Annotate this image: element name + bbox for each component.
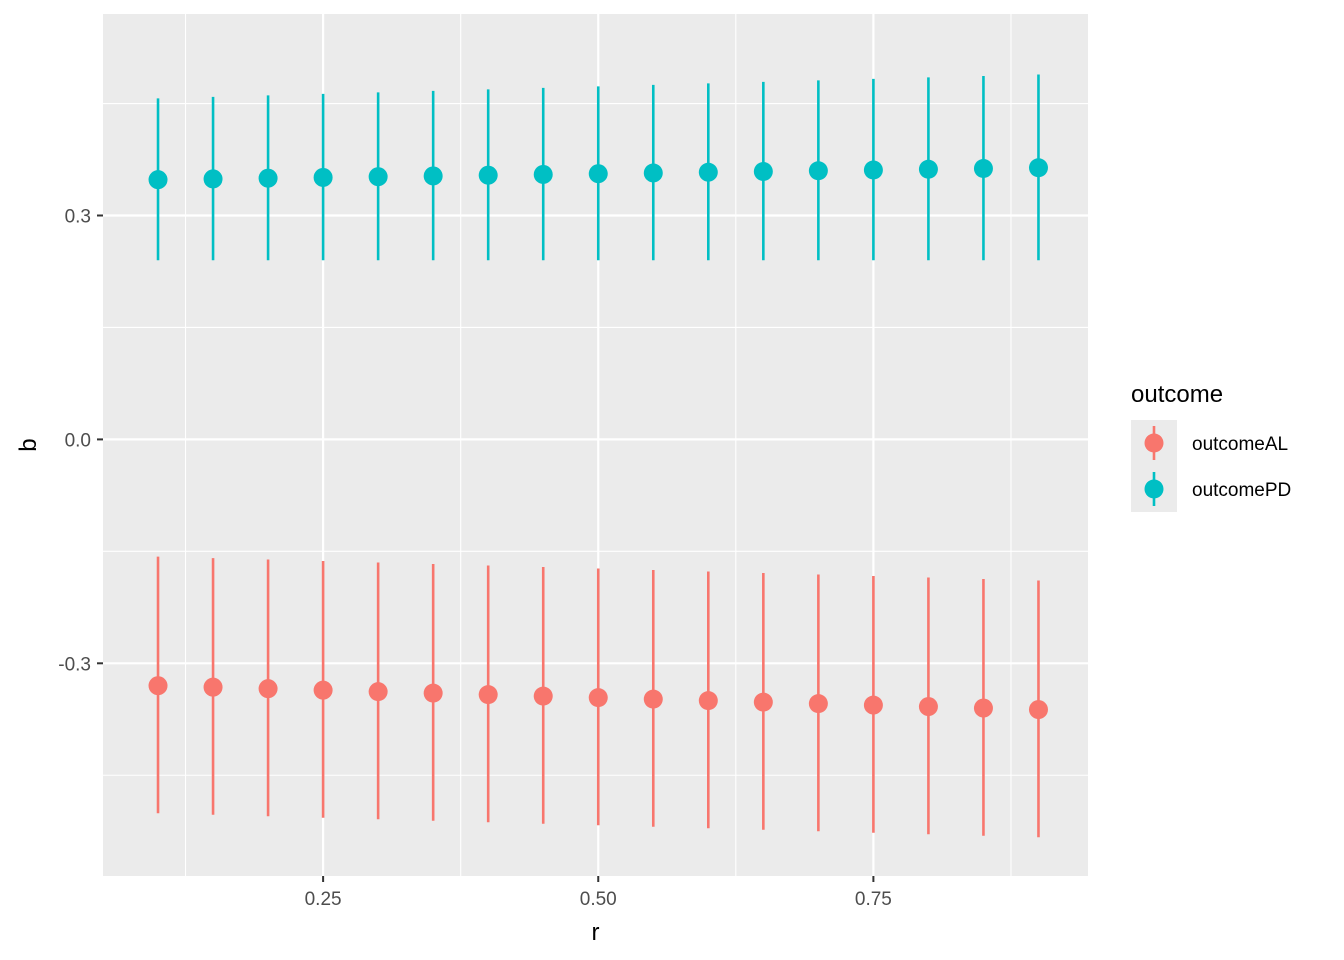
legend-label: outcomeAL bbox=[1192, 434, 1288, 455]
data-point bbox=[533, 686, 553, 706]
data-point bbox=[698, 691, 718, 711]
y-axis-title: b bbox=[15, 438, 42, 451]
legend-key-point bbox=[1144, 433, 1164, 453]
series-outcomePD bbox=[148, 74, 1048, 261]
legend: outcome outcomeAL outcomePD bbox=[1131, 381, 1291, 512]
data-point bbox=[973, 158, 993, 178]
data-point bbox=[203, 169, 223, 189]
data-point bbox=[423, 166, 443, 186]
data-point bbox=[918, 697, 938, 717]
data-marks bbox=[148, 74, 1048, 838]
data-point bbox=[258, 679, 278, 699]
data-point bbox=[863, 695, 883, 715]
y-tick-label: 0.0 bbox=[65, 430, 91, 451]
x-axis-title: r bbox=[592, 919, 600, 946]
data-point bbox=[863, 160, 883, 180]
data-point bbox=[148, 170, 168, 190]
data-point bbox=[423, 683, 443, 703]
data-point bbox=[313, 680, 333, 700]
data-point bbox=[368, 167, 388, 187]
legend-title: outcome bbox=[1131, 381, 1223, 408]
legend-label: outcomePD bbox=[1192, 480, 1291, 501]
data-point bbox=[918, 159, 938, 179]
y-tick-label: -0.3 bbox=[58, 654, 91, 675]
data-point bbox=[478, 685, 498, 705]
x-tick-label: 0.50 bbox=[580, 889, 617, 910]
legend-key-outcomeAL: outcomeAL bbox=[1131, 420, 1288, 466]
data-point bbox=[313, 167, 333, 187]
data-point bbox=[1028, 700, 1048, 720]
data-point bbox=[1028, 158, 1048, 178]
series-outcomeAL bbox=[148, 556, 1048, 838]
data-point bbox=[973, 698, 993, 718]
data-point bbox=[203, 677, 223, 697]
legend-key-point bbox=[1144, 479, 1164, 499]
data-point bbox=[588, 688, 608, 708]
data-point bbox=[808, 694, 828, 714]
data-point bbox=[588, 164, 608, 184]
legend-key-outcomePD: outcomePD bbox=[1131, 466, 1291, 512]
data-point bbox=[368, 682, 388, 702]
data-point bbox=[148, 676, 168, 696]
x-tick-label: 0.75 bbox=[855, 889, 892, 910]
data-point bbox=[643, 163, 663, 183]
data-point bbox=[533, 164, 553, 184]
data-point bbox=[478, 165, 498, 185]
data-point bbox=[258, 168, 278, 188]
axes: 0.25 0.50 0.75 -0.3 0.0 0.3 bbox=[58, 207, 892, 910]
data-point bbox=[753, 161, 773, 181]
plot-panel bbox=[103, 14, 1088, 876]
data-point bbox=[808, 161, 828, 181]
legend-keys: outcomeAL outcomePD bbox=[1131, 420, 1291, 512]
data-point bbox=[753, 692, 773, 712]
data-point bbox=[698, 162, 718, 182]
y-tick-label: 0.3 bbox=[65, 207, 91, 228]
x-tick-label: 0.25 bbox=[305, 889, 342, 910]
data-point bbox=[643, 689, 663, 709]
